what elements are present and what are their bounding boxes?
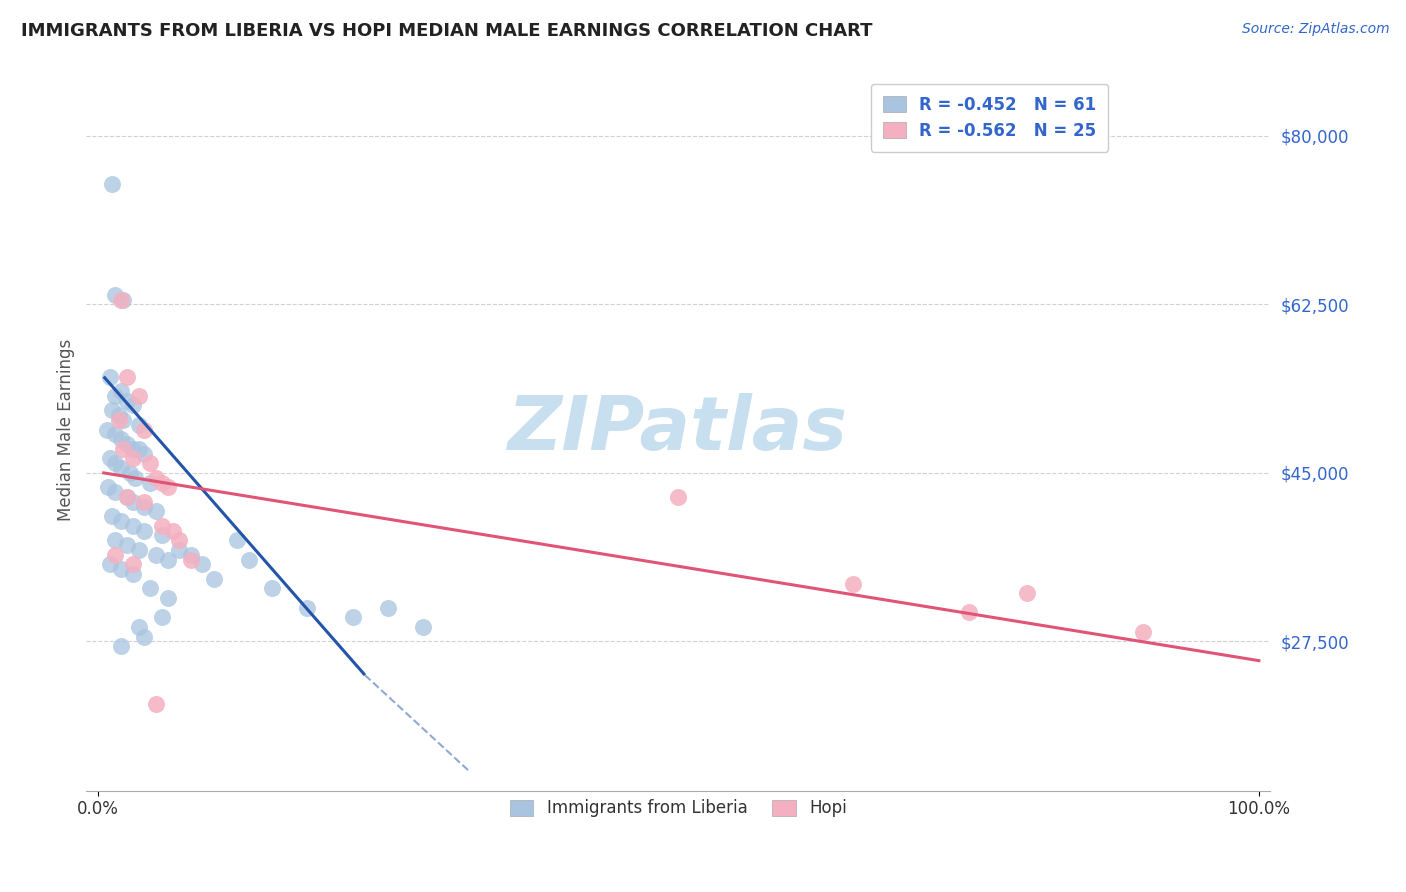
- Point: [134, 500, 156, 514]
- Point: [150, 528, 173, 542]
- Point: [957, 606, 980, 620]
- Legend: Immigrants from Liberia, Hopi: Immigrants from Liberia, Hopi: [502, 791, 855, 826]
- Point: [101, 509, 124, 524]
- Point: [167, 533, 190, 548]
- Text: ZIPatlas: ZIPatlas: [509, 393, 848, 466]
- Text: Source: ZipAtlas.com: Source: ZipAtlas.com: [1241, 22, 1389, 37]
- Point: [150, 519, 173, 533]
- Point: [128, 389, 150, 403]
- Point: [134, 495, 156, 509]
- Point: [115, 393, 138, 408]
- Point: [156, 480, 179, 494]
- Point: [104, 533, 127, 548]
- Point: [377, 600, 399, 615]
- Point: [226, 533, 249, 548]
- Point: [150, 610, 173, 624]
- Point: [110, 384, 132, 398]
- Point: [134, 423, 156, 437]
- Point: [134, 630, 156, 644]
- Point: [238, 552, 260, 566]
- Point: [124, 471, 146, 485]
- Point: [139, 582, 162, 596]
- Point: [139, 456, 162, 470]
- Point: [156, 552, 179, 566]
- Point: [97, 480, 120, 494]
- Point: [260, 582, 283, 596]
- Point: [666, 490, 689, 504]
- Point: [121, 495, 143, 509]
- Point: [104, 485, 127, 500]
- Point: [128, 620, 150, 634]
- Point: [115, 437, 138, 451]
- Point: [104, 427, 127, 442]
- Point: [96, 423, 118, 437]
- Point: [98, 451, 121, 466]
- Point: [104, 548, 127, 562]
- Point: [115, 369, 138, 384]
- Point: [162, 524, 184, 538]
- Point: [101, 403, 124, 417]
- Point: [180, 552, 202, 566]
- Point: [134, 447, 156, 461]
- Point: [145, 471, 167, 485]
- Point: [167, 542, 190, 557]
- Point: [180, 548, 202, 562]
- Point: [121, 442, 143, 456]
- Point: [121, 519, 143, 533]
- Point: [1015, 586, 1038, 600]
- Point: [110, 293, 132, 307]
- Point: [145, 697, 167, 711]
- Point: [115, 538, 138, 552]
- Text: IMMIGRANTS FROM LIBERIA VS HOPI MEDIAN MALE EARNINGS CORRELATION CHART: IMMIGRANTS FROM LIBERIA VS HOPI MEDIAN M…: [21, 22, 873, 40]
- Point: [112, 413, 135, 427]
- Point: [121, 399, 143, 413]
- Point: [121, 558, 143, 572]
- Point: [112, 442, 135, 456]
- Point: [128, 442, 150, 456]
- Point: [115, 490, 138, 504]
- Point: [121, 451, 143, 466]
- Point: [107, 408, 129, 422]
- Point: [128, 417, 150, 432]
- Point: [110, 562, 132, 576]
- Point: [156, 591, 179, 605]
- Point: [295, 600, 318, 615]
- Point: [134, 524, 156, 538]
- Point: [98, 558, 121, 572]
- Point: [110, 514, 132, 528]
- Point: [104, 287, 127, 301]
- Point: [120, 466, 142, 480]
- Y-axis label: Median Male Earnings: Median Male Earnings: [58, 338, 75, 521]
- Point: [128, 542, 150, 557]
- Point: [101, 177, 124, 191]
- Point: [191, 558, 214, 572]
- Point: [104, 389, 127, 403]
- Point: [98, 369, 121, 384]
- Point: [145, 504, 167, 518]
- Point: [110, 461, 132, 475]
- Point: [342, 610, 364, 624]
- Point: [104, 456, 127, 470]
- Point: [110, 432, 132, 446]
- Point: [202, 572, 225, 586]
- Point: [1132, 624, 1154, 639]
- Point: [150, 475, 173, 490]
- Point: [145, 548, 167, 562]
- Point: [139, 475, 162, 490]
- Point: [841, 576, 863, 591]
- Point: [412, 620, 434, 634]
- Point: [107, 413, 129, 427]
- Point: [121, 566, 143, 581]
- Point: [115, 490, 138, 504]
- Point: [112, 293, 135, 307]
- Point: [110, 639, 132, 653]
